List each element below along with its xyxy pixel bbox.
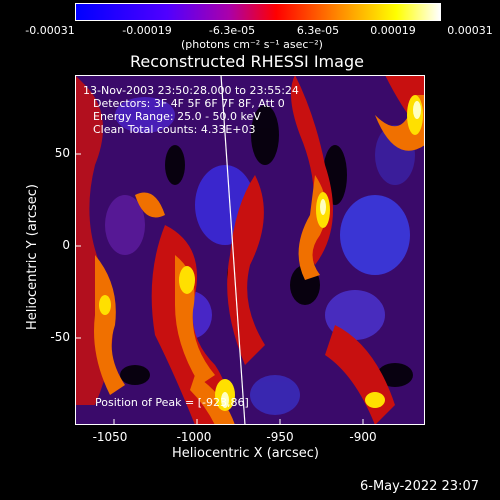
colorbar-tick: 0.00031 <box>447 24 493 37</box>
x-tick-label: -1000 <box>176 430 212 444</box>
annotation-time-range: 13-Nov-2003 23:50:28.000 to 23:55:24 <box>83 84 299 97</box>
y-axis-label: Heliocentric Y (arcsec) <box>25 184 40 330</box>
annotation-energy-range: Energy Range: 25.0 - 50.0 keV <box>93 110 261 123</box>
y-tick-label: 0 <box>62 238 70 252</box>
timestamp: 6-May-2022 23:07 <box>360 479 479 494</box>
y-tick-label: 50 <box>54 146 70 160</box>
x-axis-label: Heliocentric X (arcsec) <box>172 446 319 461</box>
solar-limb-line <box>220 75 246 425</box>
annotation-peak-position: Position of Peak = [-923,86] <box>95 396 249 409</box>
colorbar-units: (photons cm⁻² s⁻¹ asec⁻²) <box>181 38 323 51</box>
x-tick-label: -950 <box>266 430 294 444</box>
colorbar-gradient <box>76 4 440 20</box>
annotation-clean-counts: Clean Total counts: 4.33E+03 <box>93 123 256 136</box>
image-title: Reconstructed RHESSI Image <box>130 52 364 71</box>
x-tick-label: -1050 <box>92 430 128 444</box>
colorbar <box>75 3 441 21</box>
colorbar-tick: 0.00019 <box>370 24 416 37</box>
colorbar-tick: 6.3e-05 <box>296 24 340 37</box>
colorbar-tick: -0.00031 <box>25 24 75 37</box>
annotation-detectors: Detectors: 3F 4F 5F 6F 7F 8F, Att 0 <box>93 97 285 110</box>
x-tick-label: -900 <box>349 430 377 444</box>
heatmap-image <box>75 75 425 425</box>
colorbar-tick: -0.00019 <box>122 24 172 37</box>
colorbar-tick: -6.3e-05 <box>208 24 256 37</box>
y-tick-label: -50 <box>50 330 70 344</box>
image-plot-area: 13-Nov-2003 23:50:28.000 to 23:55:24 Det… <box>75 75 425 425</box>
